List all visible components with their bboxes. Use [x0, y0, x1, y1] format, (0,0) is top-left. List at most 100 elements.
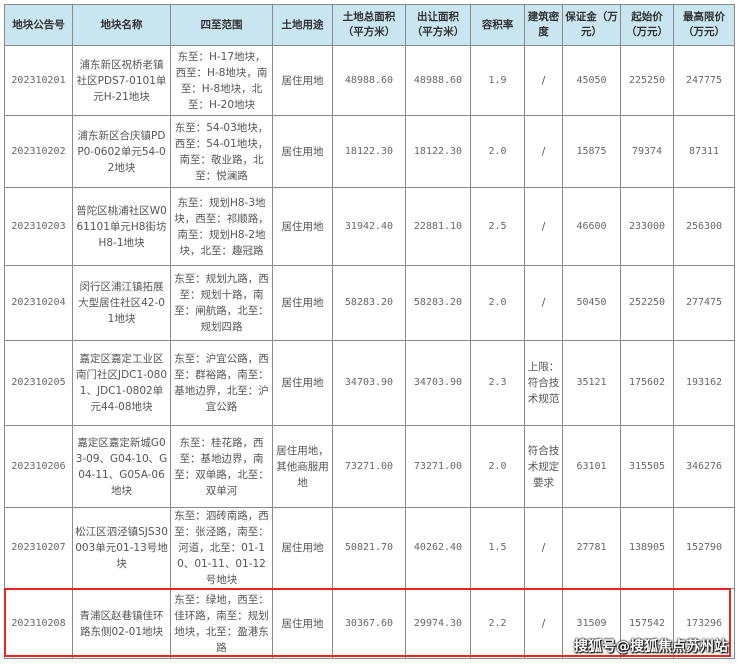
cell-starting-price: 252250	[620, 265, 674, 341]
column-header: 最高限价（万元）	[673, 4, 735, 46]
header-row: 地块公告号 地块名称 四至范围 土地用途 土地总面积（平方米） 出让面积（平方米） 容积率建…	[4, 4, 735, 46]
cell-building-density: /	[524, 588, 563, 659]
cell-building-density: 上限：符合技术规范	[524, 340, 563, 426]
cell-total-area: 30367.60	[332, 588, 406, 659]
cell-max-price: 193162	[673, 340, 735, 426]
cell-land-use: 居住用地	[272, 588, 333, 659]
cell-max-price: 346276	[673, 425, 735, 508]
cell-plot-ratio: 2.2	[470, 588, 525, 659]
cell-starting-price: 225250	[620, 45, 674, 116]
table-row: 202310204 闵行区浦江镇拓展大型居住社区42-01地块 东至：规划九路，西至…	[4, 265, 735, 341]
cell-boundaries: 东至：沪宜公路，西至：群裕路，南至：基地边界，北至：沪宜公路	[170, 340, 273, 426]
cell-max-price: 173296	[673, 588, 735, 659]
cell-building-density: /	[524, 187, 563, 266]
column-header: 地块公告号	[4, 4, 73, 46]
table-row: 202310207 松江区泗泾镇SJS30003单元01-13号地块 东至：泗砖南路…	[4, 507, 735, 589]
cell-boundaries: 东至：泗砖南路，西至：张泾路，南至：河道，北至：01-10、01-11、01-1…	[170, 507, 273, 589]
cell-deposit: 15875	[562, 115, 621, 188]
column-header: 土地总面积（平方米）	[332, 4, 406, 46]
cell-land-use: 居住用地	[272, 265, 333, 341]
cell-plot-ratio: 2.5	[470, 187, 525, 266]
cell-building-density: 符合技术规定要求	[524, 425, 563, 508]
cell-plot-name: 闵行区浦江镇拓展大型居住社区42-01地块	[72, 265, 171, 341]
cell-plot-name: 普陀区桃浦社区W061101单元H8街坊H8-1地块	[72, 187, 171, 266]
cell-building-density: /	[524, 45, 563, 116]
cell-total-area: 50821.70	[332, 507, 406, 589]
cell-notice-no: 202310207	[4, 507, 73, 589]
cell-transfer-area: 58283.20	[405, 265, 471, 341]
column-header: 地块名称	[72, 4, 171, 46]
cell-deposit: 46600	[562, 187, 621, 266]
cell-land-use: 居住用地	[272, 187, 333, 266]
column-header: 土地用途	[272, 4, 333, 46]
column-header: 建筑密度	[524, 4, 563, 46]
cell-boundaries: 东至：规划H8-3地块，西至：祁顺路，南至：规划H8-2地块，北至：趣冠路	[170, 187, 273, 266]
cell-building-density: /	[524, 265, 563, 341]
column-header: 四至范围	[170, 4, 273, 46]
cell-notice-no: 202310202	[4, 115, 73, 188]
cell-deposit: 50450	[562, 265, 621, 341]
cell-boundaries: 东至：54-03地块，西至：54-01地块，南至：敬业路，北至：悦澜路	[170, 115, 273, 188]
cell-deposit: 63101	[562, 425, 621, 508]
cell-max-price: 247775	[673, 45, 735, 116]
table-row: 202310206 嘉定区嘉定新城G03-09、G04-10、G04-11、G05…	[4, 425, 735, 508]
watermark: 搜狐号@搜狐焦点苏州站	[574, 639, 728, 655]
cell-land-use: 居住用地	[272, 507, 333, 589]
cell-land-use: 居住用地	[272, 115, 333, 188]
cell-transfer-area: 34703.90	[405, 340, 471, 426]
cell-notice-no: 202310203	[4, 187, 73, 266]
cell-total-area: 18122.30	[332, 115, 406, 188]
land-auction-table: 地块公告号 地块名称 四至范围 土地用途 土地总面积（平方米） 出让面积（平方米） 容积率建…	[4, 4, 735, 659]
cell-plot-name: 浦东新区合庆镇PDP0-0602单元54-02地块	[72, 115, 171, 188]
cell-plot-name: 青浦区赵巷镇佳环路东侧02-01地块	[72, 588, 171, 659]
cell-plot-name: 嘉定区嘉定工业区南门社区JDC1-0801、JDC1-0802单元44-08地块	[72, 340, 171, 426]
cell-max-price: 87311	[673, 115, 735, 188]
cell-plot-ratio: 2.0	[470, 425, 525, 508]
column-header: 保证金（万元）	[562, 4, 621, 46]
cell-total-area: 58283.20	[332, 265, 406, 341]
cell-transfer-area: 40262.40	[405, 507, 471, 589]
table-row: 202310205 嘉定区嘉定工业区南门社区JDC1-0801、JDC1-0802…	[4, 340, 735, 426]
cell-notice-no: 202310208	[4, 588, 73, 659]
cell-starting-price: 138905	[620, 507, 674, 589]
cell-plot-ratio: 2.0	[470, 115, 525, 188]
cell-starting-price: 157542	[620, 588, 674, 659]
cell-starting-price: 315505	[620, 425, 674, 508]
column-header: 起始价（万元）	[620, 4, 674, 46]
cell-transfer-area: 22881.10	[405, 187, 471, 266]
cell-total-area: 31942.40	[332, 187, 406, 266]
cell-plot-ratio: 1.9	[470, 45, 525, 116]
cell-starting-price: 79374	[620, 115, 674, 188]
cell-land-use: 居住用地	[272, 45, 333, 116]
cell-transfer-area: 29974.30	[405, 588, 471, 659]
table-row: 202310201 浦东新区祝桥老镇社区PDS7-0101单元H-21地块 东至：H…	[4, 45, 735, 116]
cell-plot-name: 松江区泗泾镇SJS30003单元01-13号地块	[72, 507, 171, 589]
table-row: 202310203 普陀区桃浦社区W061101单元H8街坊H8-1地块 东至：规划…	[4, 187, 735, 266]
cell-deposit: 27781	[562, 507, 621, 589]
cell-land-use: 居住用地，其他商服用地	[272, 425, 333, 508]
cell-boundaries: 东至：绿地，西至：佳环路，南至：规划地块，北至：盈港东路	[170, 588, 273, 659]
cell-starting-price: 175602	[620, 340, 674, 426]
cell-max-price: 256300	[673, 187, 735, 266]
cell-boundaries: 东至：桂花路，西至：基地边界，南至：双单路，北至：双单河	[170, 425, 273, 508]
cell-plot-name: 浦东新区祝桥老镇社区PDS7-0101单元H-21地块	[72, 45, 171, 116]
cell-total-area: 48988.60	[332, 45, 406, 116]
cell-deposit: 45050	[562, 45, 621, 116]
cell-plot-ratio: 1.5	[470, 507, 525, 589]
cell-transfer-area: 73271.00	[405, 425, 471, 508]
cell-notice-no: 202310206	[4, 425, 73, 508]
cell-plot-ratio: 2.0	[470, 265, 525, 341]
cell-boundaries: 东至：H-17地块，西至：H-8地块，南至：H-8地块，北至：H-20地块	[170, 45, 273, 116]
cell-transfer-area: 18122.30	[405, 115, 471, 188]
cell-transfer-area: 48988.60	[405, 45, 471, 116]
cell-plot-ratio: 2.3	[470, 340, 525, 426]
cell-deposit: 35121	[562, 340, 621, 426]
cell-total-area: 34703.90	[332, 340, 406, 426]
cell-boundaries: 东至：规划九路，西至：规划十路，南至：闸航路，北至：规划四路	[170, 265, 273, 341]
cell-total-area: 73271.00	[332, 425, 406, 508]
cell-land-use: 居住用地	[272, 340, 333, 426]
column-header: 出让面积（平方米）	[405, 4, 471, 46]
cell-starting-price: 233000	[620, 187, 674, 266]
cell-plot-name: 嘉定区嘉定新城G03-09、G04-10、G04-11、G05A-06地块	[72, 425, 171, 508]
cell-max-price: 277475	[673, 265, 735, 341]
